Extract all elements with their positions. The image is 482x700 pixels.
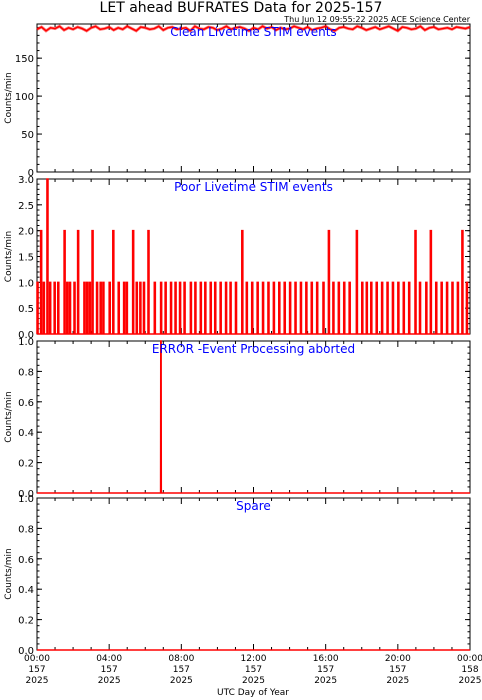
y-tick-label: 0.8 bbox=[18, 524, 34, 535]
x-tick-label: 2025 bbox=[98, 676, 121, 686]
y-tick-label: 1.5 bbox=[18, 253, 34, 264]
x-tick-label: 158 bbox=[461, 665, 478, 675]
y-tick-label: 100 bbox=[15, 92, 34, 103]
x-tick-label: 2025 bbox=[26, 676, 49, 686]
y-tick-label: 0.4 bbox=[18, 585, 34, 596]
x-tick-labels: 00:00157202504:00157202508:00157202512:0… bbox=[24, 654, 482, 686]
y-tick-label: 0.2 bbox=[18, 616, 34, 627]
x-tick-label: 00:00 bbox=[457, 654, 482, 664]
series-line bbox=[37, 340, 470, 494]
panel-3: 0.0 0.2 0.4 0.6 0.8 1.0 Counts/min ERROR -Event… bbox=[4, 337, 471, 500]
y-tick-label: 0 bbox=[28, 168, 34, 179]
y-tick-label: 0.0 bbox=[18, 330, 34, 341]
y-tick-label: 0.6 bbox=[18, 555, 34, 566]
x-tick-label: 157 bbox=[173, 665, 190, 675]
x-tick-label: 157 bbox=[245, 665, 262, 675]
y-tick-label: 50 bbox=[21, 130, 34, 141]
x-tick-label: 157 bbox=[101, 665, 118, 675]
x-tick-label: 20:00 bbox=[385, 654, 411, 664]
panel-title: Poor Livetime STIM events bbox=[174, 180, 333, 194]
y-axis-label: Counts/min bbox=[4, 391, 14, 442]
y-tick-label: 0.5 bbox=[18, 304, 34, 315]
y-tick-label: 0.4 bbox=[18, 428, 34, 439]
chart-title: LET ahead BUFRATES Data for 2025-157 bbox=[100, 0, 383, 16]
x-tick-label: 00:00 bbox=[24, 654, 50, 664]
y-tick-label: 0.0 bbox=[18, 646, 34, 657]
x-tick-label: 08:00 bbox=[168, 654, 194, 664]
panel-4: 0.0 0.2 0.4 0.6 0.8 1.0 Counts/min Spare bbox=[4, 494, 471, 657]
y-tick-label: 1.0 bbox=[18, 494, 34, 505]
x-tick-label: 157 bbox=[389, 665, 406, 675]
series-line-noise bbox=[36, 24, 471, 33]
x-tick-label: 2025 bbox=[242, 676, 265, 686]
x-tick-label: 12:00 bbox=[241, 654, 267, 664]
y-tick-label: 150 bbox=[15, 54, 34, 65]
x-tick-label: 2025 bbox=[170, 676, 193, 686]
y-tick-label: 2.5 bbox=[18, 201, 34, 212]
y-tick-label: 0.0 bbox=[18, 489, 34, 500]
x-tick-label: 157 bbox=[317, 665, 334, 675]
x-tick-label: 04:00 bbox=[96, 654, 122, 664]
x-tick-label: 2025 bbox=[386, 676, 409, 686]
panel-frame bbox=[36, 497, 471, 651]
panel-frame bbox=[36, 340, 471, 494]
panel-title: Clean Livetime STIM events bbox=[170, 25, 336, 39]
chart-timestamp: Thu Jun 12 09:55:22 2025 ACE Science Cen… bbox=[283, 15, 470, 24]
panel-2: 0.0 0.5 1.0 1.5 2.0 2.5 3.0 Counts/min Poor Live… bbox=[4, 175, 471, 341]
x-tick-label: 157 bbox=[28, 665, 45, 675]
y-tick-label: 1.0 bbox=[18, 278, 34, 289]
series-line bbox=[36, 178, 470, 335]
y-tick-label: 3.0 bbox=[18, 175, 34, 186]
panel-title: Spare bbox=[236, 499, 271, 513]
x-tick-label: 2025 bbox=[459, 676, 482, 686]
y-axis-label: Counts/min bbox=[4, 72, 14, 123]
x-tick-label: 2025 bbox=[314, 676, 337, 686]
x-axis-label: UTC Day of Year bbox=[217, 688, 289, 698]
panel-title: ERROR -Event Processing aborted bbox=[152, 342, 355, 356]
y-axis-label: Counts/min bbox=[4, 231, 14, 282]
y-tick-label: 1.0 bbox=[18, 337, 34, 348]
y-tick-label: 0.8 bbox=[18, 367, 34, 378]
y-axis-label: Counts/min bbox=[4, 548, 14, 599]
y-tick-label: 0.2 bbox=[18, 459, 34, 470]
y-tick-label: 2.0 bbox=[18, 227, 34, 238]
x-tick-label: 16:00 bbox=[313, 654, 339, 664]
y-tick-label: 0.6 bbox=[18, 398, 34, 409]
panel-frame bbox=[36, 23, 471, 173]
